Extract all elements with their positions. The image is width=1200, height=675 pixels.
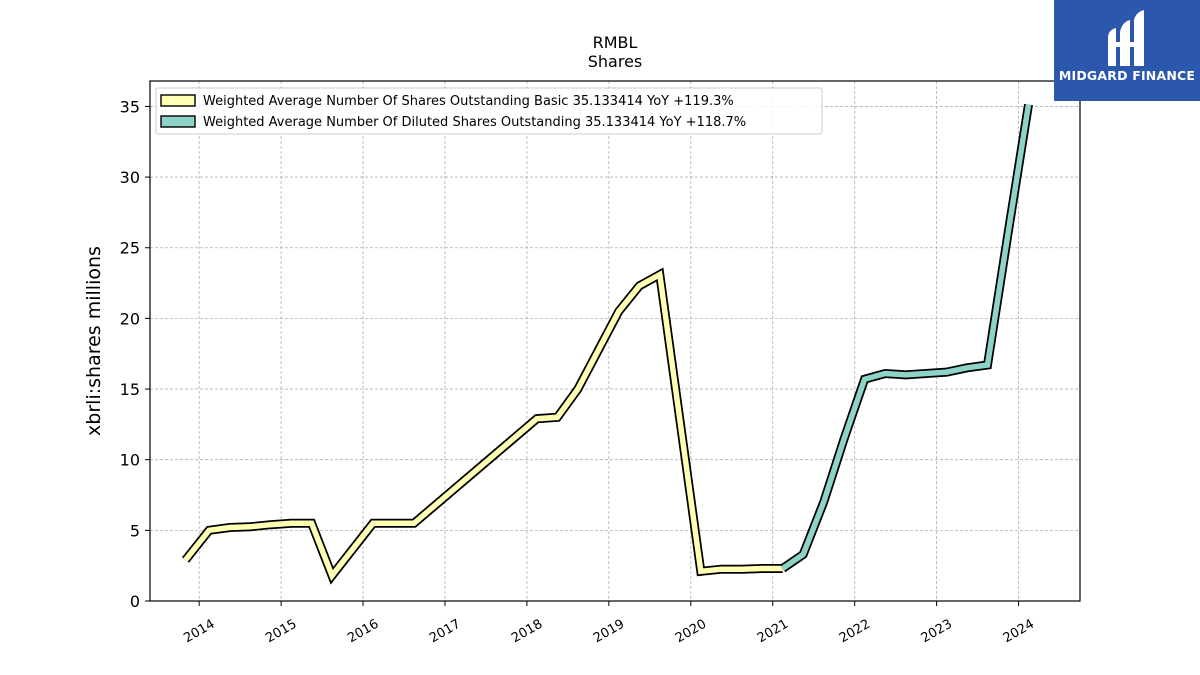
x-tick-label: 2023	[919, 617, 955, 647]
legend-swatch-diluted	[160, 115, 196, 128]
y-tick-label: 15	[120, 380, 140, 399]
x-tick-label: 2014	[181, 617, 217, 647]
chart-subtitle: Shares	[588, 52, 643, 71]
brand-name: MIDGARD FINANCE	[1058, 68, 1196, 83]
y-tick-label: 35	[120, 97, 140, 116]
legend-label-basic: Weighted Average Number Of Shares Outsta…	[203, 94, 734, 109]
midgard-logo-icon	[1108, 10, 1144, 66]
y-tick-label: 30	[120, 168, 140, 187]
y-tick-label: 25	[120, 239, 140, 258]
x-axis: 2014 2015 2016 2017 2018 2019 2020 2021 2022 2023…	[181, 601, 1037, 646]
series-line-1	[781, 104, 1032, 571]
legend-label-diluted: Weighted Average Number Of Diluted Share…	[203, 115, 746, 130]
brand-logo: MIDGARD FINANCE	[1054, 0, 1200, 101]
legend-swatch-basic	[160, 94, 196, 107]
y-axis: 0 5 10 15 20 25 30 35	[120, 97, 150, 611]
x-tick-label: 2021	[755, 617, 791, 647]
x-tick-label: 2018	[509, 617, 545, 647]
y-tick-label: 20	[120, 309, 140, 328]
x-tick-label: 2019	[591, 617, 627, 647]
y-tick-label: 0	[130, 592, 140, 611]
y-axis-label: xbrli:shares millions	[83, 246, 105, 436]
x-tick-label: 2017	[427, 617, 463, 647]
legend: Weighted Average Number Of Shares Outsta…	[155, 87, 823, 135]
y-tick-label: 5	[130, 521, 140, 540]
legend-box	[155, 87, 823, 135]
x-tick-label: 2022	[837, 617, 873, 647]
x-tick-label: 2020	[673, 617, 709, 647]
chart-title: RMBL	[593, 33, 638, 52]
series-line-0	[183, 270, 783, 582]
x-tick-label: 2016	[345, 617, 381, 647]
x-tick-label: 2024	[1001, 617, 1037, 647]
y-tick-label: 10	[120, 451, 140, 470]
x-tick-label: 2015	[263, 617, 299, 647]
series-layer	[181, 103, 1033, 585]
plot-area	[149, 80, 1081, 602]
